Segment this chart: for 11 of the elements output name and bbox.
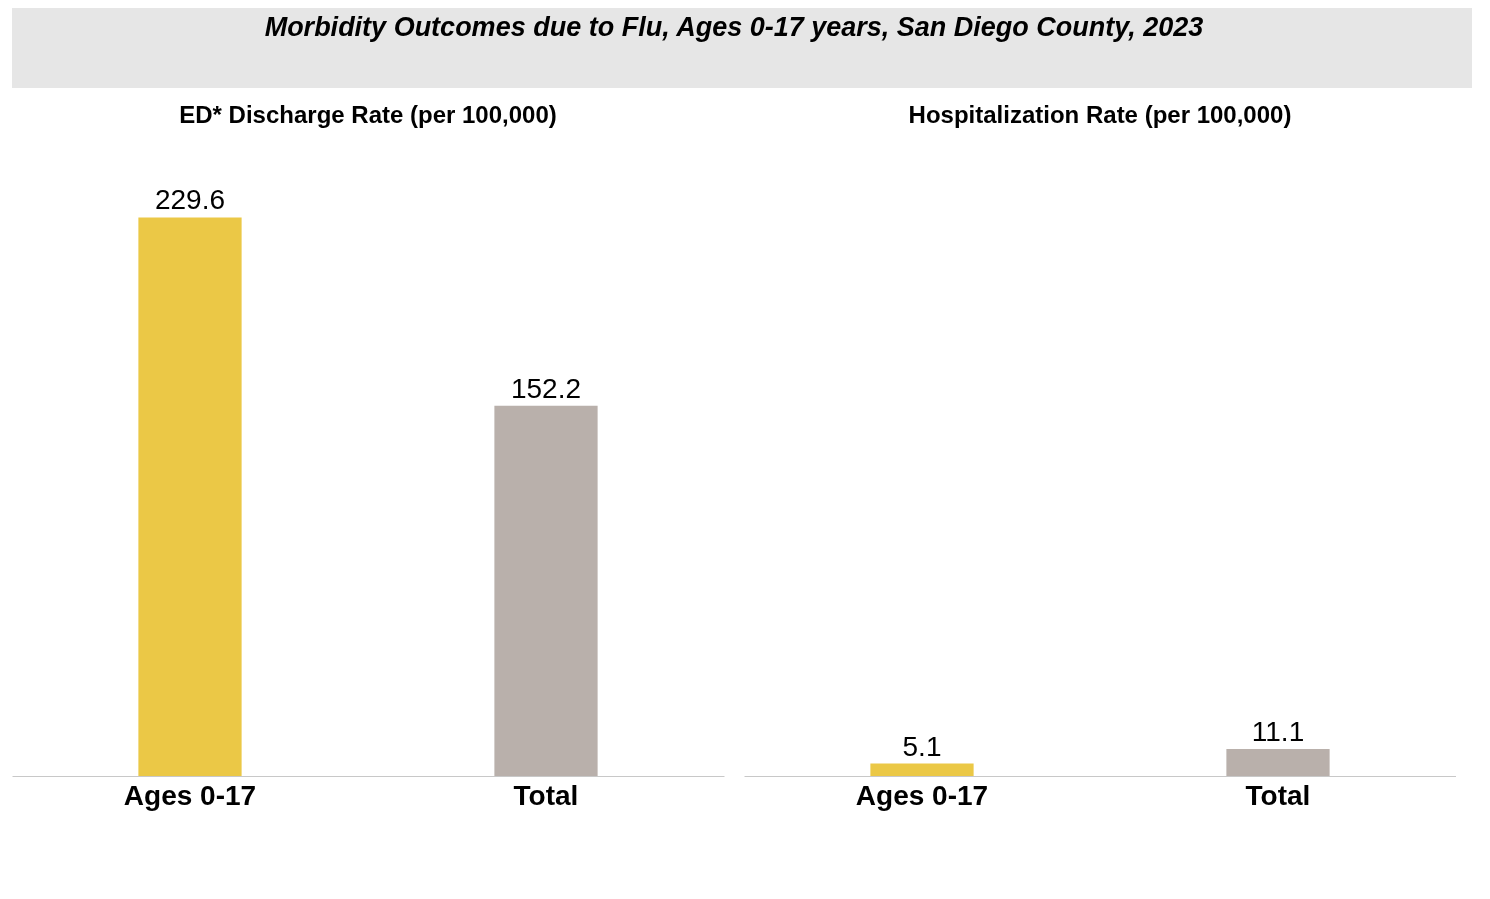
x-tick-label: Total [1245,779,1311,811]
data-label: 11.1 [1251,716,1305,747]
chart-subtitle: ED* Discharge Rate (per 100,000) [179,101,557,128]
x-tick-label: Ages 0-17 [855,779,989,811]
data-label: 229.6 [154,184,226,216]
data-label: 152.2 [510,372,582,404]
x-tick-label: Total [513,779,579,811]
data-label: 5.1 [902,730,942,762]
chart-title: Morbidity Outcomes due to Flu, Ages 0-17 years, San Diego County, 2023 [264,12,1204,42]
x-tick-label: Ages 0-17 [123,779,257,811]
chart-subtitle: Hospitalization Rate (per 100,000) [908,101,1292,128]
